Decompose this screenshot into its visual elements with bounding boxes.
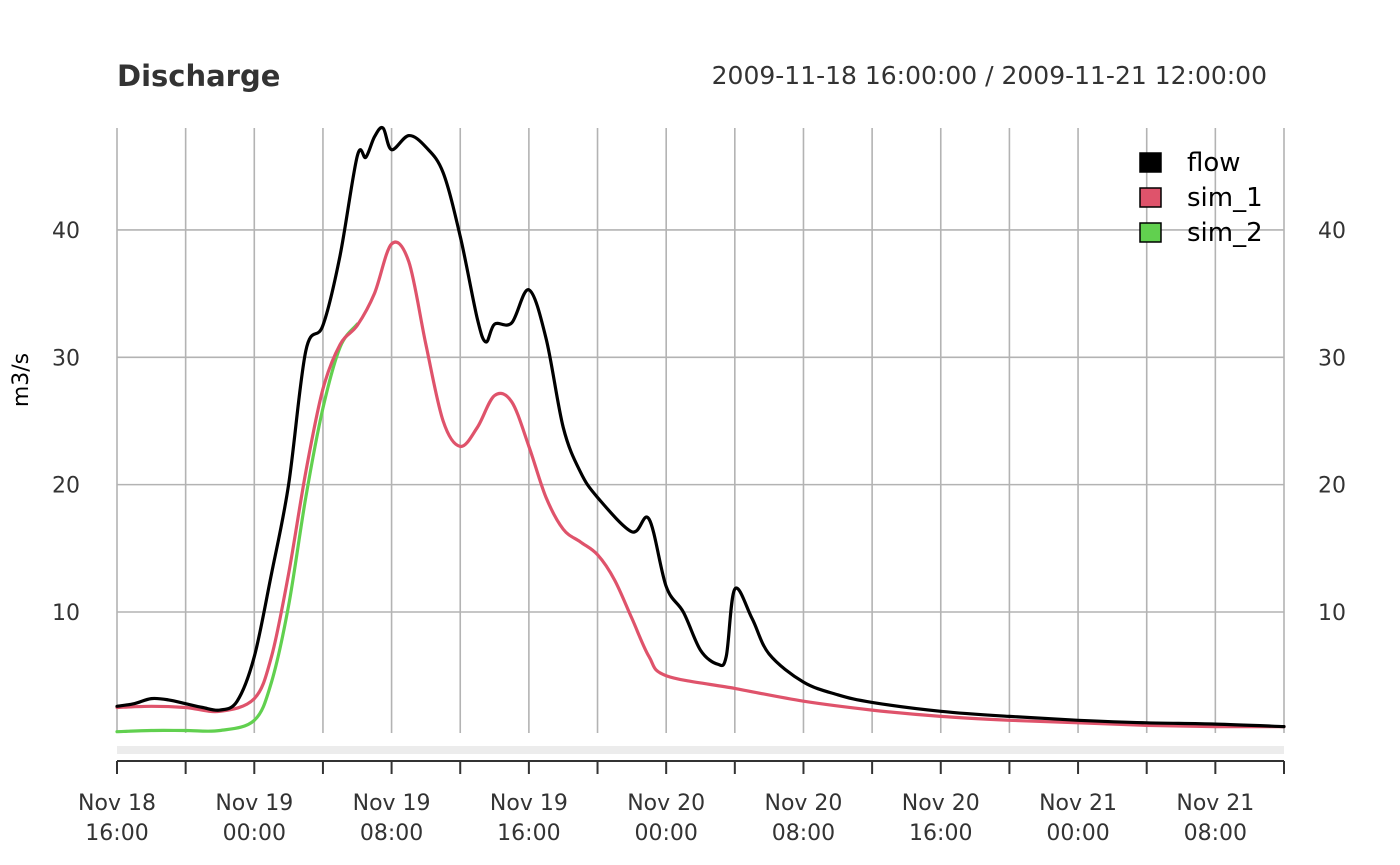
x-tick-label: Nov 21 00:00 [1039,791,1117,846]
x-tick-label: Nov 19 08:00 [353,791,431,846]
y-tick-label-left: 10 [52,601,80,626]
x-tick-label: Nov 20 16:00 [902,791,980,846]
legend-swatch [1139,187,1162,208]
horizontal-gridlines [117,229,1284,613]
x-tick-label: Nov 21 08:00 [1176,791,1254,846]
x-tick-label: Nov 20 08:00 [765,791,843,846]
chart-title: Discharge [117,59,280,93]
y-tick-labels-left: 10 20 30 40 [52,219,80,626]
legend-label: sim_2 [1187,218,1263,248]
series-line-sim-2 [115,322,359,734]
series-lines [115,126,1286,734]
x-tick-label: Nov 20 00:00 [627,791,705,846]
x-axis [116,746,1285,774]
series-line-sim-1 [115,240,1286,729]
legend-item-sim-2: sim_2 [1139,218,1263,248]
y-tick-label-left: 20 [52,474,80,499]
y-tick-label-right: 20 [1318,474,1346,499]
legend-label: sim_1 [1187,183,1263,213]
y-tick-label-right: 30 [1318,346,1346,371]
y-tick-label-right: 10 [1318,601,1346,626]
legend-swatch [1139,222,1162,243]
legend-swatch [1139,152,1162,173]
chart-time-range: 2009-11-18 16:00:00 / 2009-11-21 12:00:0… [712,61,1267,90]
legend-item-flow: flow [1139,148,1241,178]
y-tick-labels-right: 10 20 30 40 [1318,219,1346,626]
x-tick-labels: Nov 18 16:00 Nov 19 00:00 Nov 19 08:00 Nov 19 1… [78,791,1254,846]
y-tick-label-left: 40 [52,219,80,244]
x-tick-label: Nov 18 16:00 [78,791,156,846]
series-line-flow [115,126,1286,729]
legend: flow sim_1 sim_2 [1139,148,1263,248]
y-tick-label-right: 40 [1318,219,1346,244]
vertical-gridlines [116,128,1285,733]
x-tick-label: Nov 19 16:00 [490,791,568,846]
x-axis-rug [117,746,1284,754]
x-tick-label: Nov 19 00:00 [215,791,293,846]
y-tick-label-left: 30 [52,346,80,371]
legend-item-sim-1: sim_1 [1139,183,1263,213]
legend-label: flow [1187,148,1241,178]
y-axis-label: m3/s [9,353,34,407]
